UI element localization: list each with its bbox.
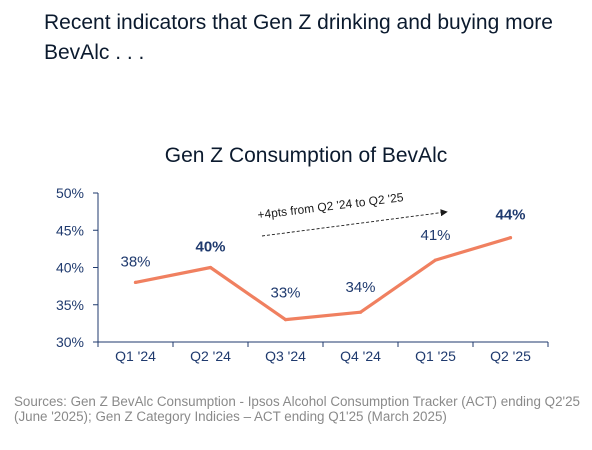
y-tick-label: 50%	[56, 185, 84, 201]
y-tick-label: 40%	[56, 260, 84, 276]
chart-title: Gen Z Consumption of BevAlc	[164, 144, 448, 167]
data-label: 33%	[270, 285, 300, 302]
data-point	[208, 265, 213, 270]
data-point	[508, 236, 513, 240]
x-tick-label: Q3 '24	[265, 348, 306, 364]
data-label: 41%	[420, 227, 450, 244]
annotation-arrow	[261, 209, 448, 237]
y-tick-label: 45%	[56, 222, 84, 238]
data-label: 44%	[495, 207, 525, 224]
data-point	[358, 310, 363, 314]
y-tick-label: 30%	[56, 334, 84, 350]
data-label: 34%	[345, 279, 375, 296]
sources-note: Sources: Gen Z BevAlc Consumption - Ipso…	[14, 394, 580, 424]
headline: Recent indicators that Gen Z drinking an…	[44, 11, 553, 64]
data-label: 40%	[195, 239, 225, 256]
y-tick-label: 35%	[56, 297, 84, 313]
data-point	[133, 280, 138, 284]
annotation-text: +4pts from Q2 '24 to Q2 '25	[257, 190, 405, 222]
x-tick-label: Q1 '24	[115, 348, 156, 364]
series-line	[133, 236, 513, 322]
data-label: 38%	[120, 253, 150, 270]
data-point	[433, 258, 438, 262]
x-tick-label: Q2 '25	[490, 348, 531, 364]
x-tick-label: Q2 '24	[190, 348, 231, 364]
data-point	[283, 318, 288, 322]
x-tick-label: Q4 '24	[340, 348, 381, 364]
x-tick-label: Q1 '25	[415, 348, 456, 364]
